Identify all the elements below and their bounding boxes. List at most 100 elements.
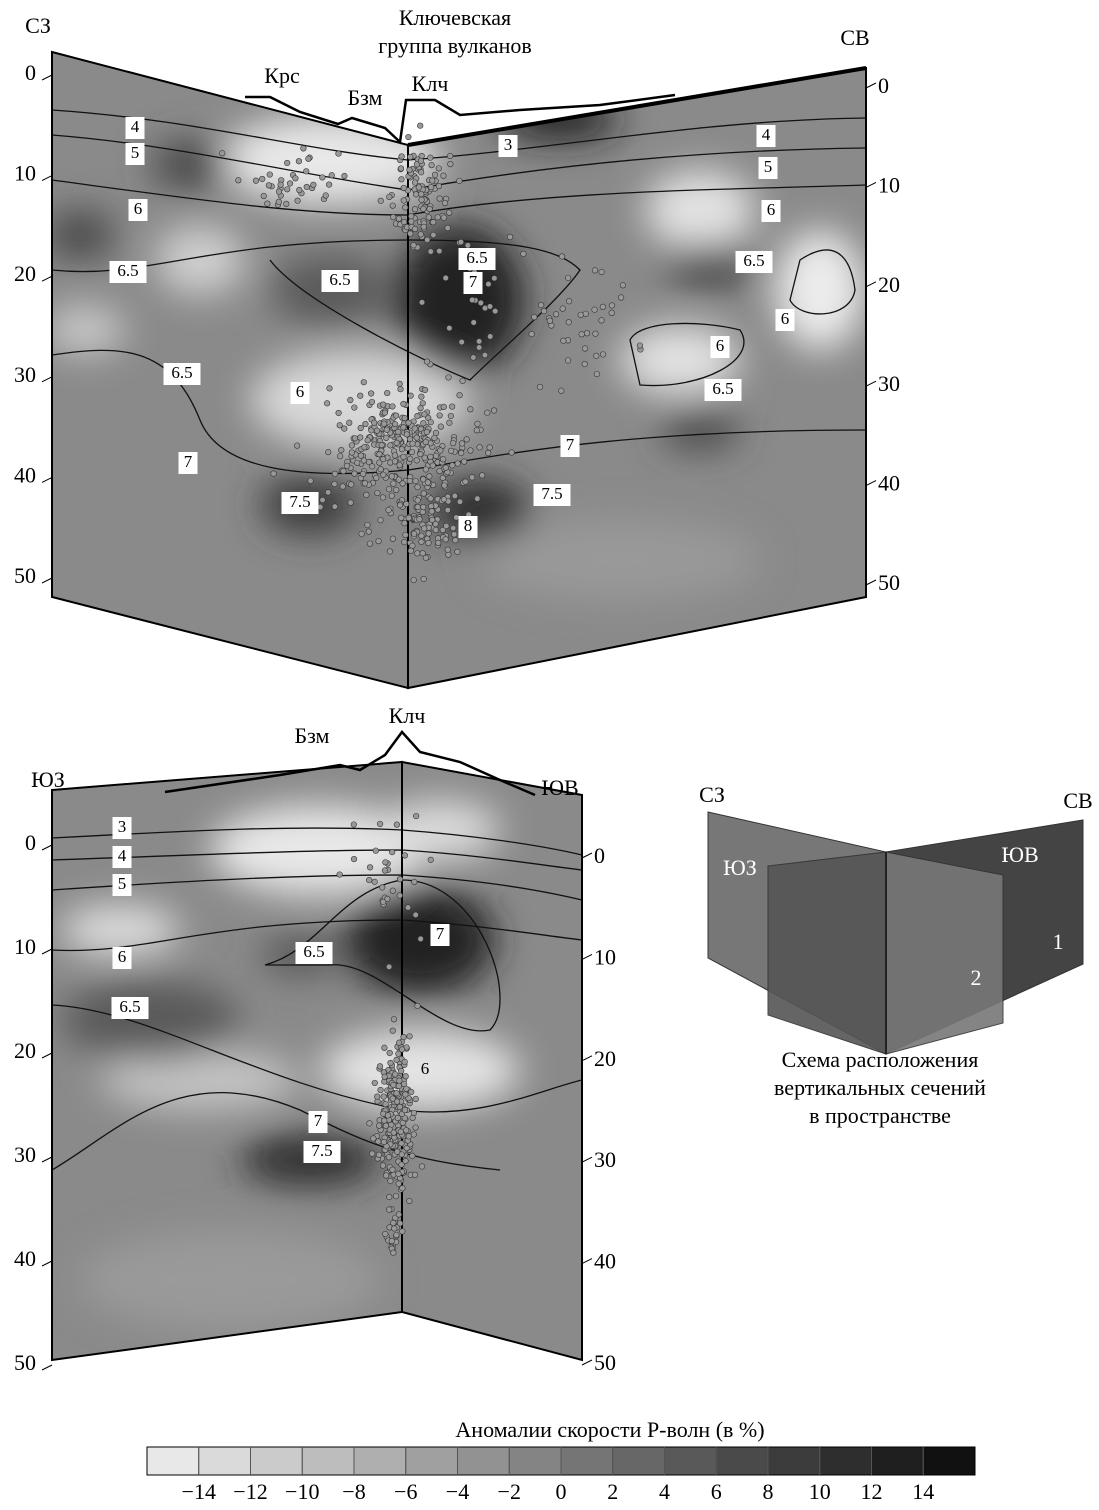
earthquake xyxy=(414,413,421,420)
depth-label: 50 xyxy=(594,1350,616,1375)
earthquake xyxy=(375,538,382,545)
colorbar-tick-label: −2 xyxy=(498,1479,521,1504)
earthquake xyxy=(396,461,403,469)
earthquake xyxy=(376,459,383,466)
contour-label: 7 xyxy=(566,435,575,454)
schema-label: 1 xyxy=(1053,929,1064,954)
earthquake xyxy=(442,536,449,543)
contour-label-box xyxy=(758,157,778,179)
earthquake xyxy=(375,1138,382,1145)
earthquake xyxy=(420,420,427,427)
earthquake xyxy=(462,478,469,485)
earthquake xyxy=(582,310,589,317)
earthquake xyxy=(558,387,565,394)
earthquake xyxy=(319,496,326,504)
earthquake xyxy=(536,383,544,391)
earthquake xyxy=(388,1237,395,1245)
contour-label-box xyxy=(290,382,310,404)
earthquake xyxy=(428,162,435,169)
earthquake xyxy=(307,477,314,484)
earthquake xyxy=(400,400,407,408)
earthquake xyxy=(440,214,447,221)
earthquake xyxy=(284,186,291,193)
earthquake xyxy=(319,174,326,181)
earthquake xyxy=(413,161,421,168)
earthquake xyxy=(374,489,381,497)
title: группа вулканов xyxy=(378,33,531,58)
earthquake xyxy=(286,180,294,187)
earthquake xyxy=(373,427,381,434)
depth-label: 10 xyxy=(594,944,616,969)
earthquake xyxy=(303,168,310,175)
earthquake xyxy=(390,1081,397,1089)
contour-label: 4 xyxy=(131,117,140,136)
earthquake xyxy=(390,1249,397,1256)
contour-label-box xyxy=(178,452,198,474)
earthquake xyxy=(371,419,378,426)
top-section xyxy=(52,52,866,688)
earthquake xyxy=(411,425,418,432)
earthquake xyxy=(470,319,477,326)
direction: ЮВ xyxy=(541,775,578,800)
earthquake xyxy=(357,452,364,459)
depth-label: 40 xyxy=(14,462,36,487)
colorbar-tick-label: 0 xyxy=(556,1479,567,1504)
earthquake xyxy=(546,317,553,324)
earthquake xyxy=(457,239,465,246)
earthquake xyxy=(403,431,410,438)
earthquake xyxy=(393,1231,400,1239)
earthquake xyxy=(384,389,391,397)
depth-label: 20 xyxy=(594,1046,616,1071)
depth-tick xyxy=(865,480,877,487)
earthquake xyxy=(358,530,365,537)
earthquake xyxy=(395,428,402,435)
earthquake xyxy=(235,177,242,184)
earthquake xyxy=(384,1112,392,1119)
earthquake xyxy=(382,1230,389,1238)
earthquake xyxy=(432,526,439,534)
contour-label: 7.5 xyxy=(289,492,310,511)
earthquake xyxy=(413,457,420,464)
earthquake xyxy=(476,344,483,351)
earthquake xyxy=(564,357,572,364)
earthquake xyxy=(410,242,417,249)
colorbar-cell xyxy=(664,1446,717,1476)
earthquake xyxy=(292,175,299,182)
earthquake xyxy=(443,522,450,530)
earthquake xyxy=(382,1101,389,1108)
earthquake xyxy=(346,419,353,426)
earthquake xyxy=(608,309,615,316)
earthquake xyxy=(326,385,333,392)
earthquake xyxy=(390,214,397,221)
colorbar-cell xyxy=(146,1446,200,1476)
earthquake xyxy=(391,458,399,465)
earthquake xyxy=(599,351,607,358)
earthquake xyxy=(396,1103,403,1110)
earthquake xyxy=(391,1225,398,1232)
earthquake xyxy=(403,500,410,508)
earthquake xyxy=(430,231,437,239)
earthquake xyxy=(366,876,373,884)
earthquake xyxy=(284,159,291,167)
earthquake xyxy=(449,403,456,410)
earthquake xyxy=(374,1093,381,1100)
depth-tick xyxy=(41,74,53,81)
earthquake xyxy=(429,177,436,184)
earthquake xyxy=(335,409,342,417)
earthquake xyxy=(434,214,441,221)
earthquake xyxy=(470,354,477,361)
earthquake xyxy=(370,1135,377,1142)
earthquake xyxy=(397,386,404,393)
earthquake xyxy=(418,1163,426,1170)
contour-label-box xyxy=(281,492,319,514)
earthquake xyxy=(435,183,443,190)
earthquake xyxy=(423,358,431,365)
earthquake xyxy=(376,1063,384,1070)
earthquake xyxy=(420,476,427,483)
earthquake xyxy=(387,1059,394,1067)
earthquake xyxy=(372,847,379,854)
earthquake xyxy=(383,434,390,441)
earthquake xyxy=(420,205,427,212)
schema xyxy=(707,811,1084,1055)
earthquake xyxy=(481,352,489,359)
